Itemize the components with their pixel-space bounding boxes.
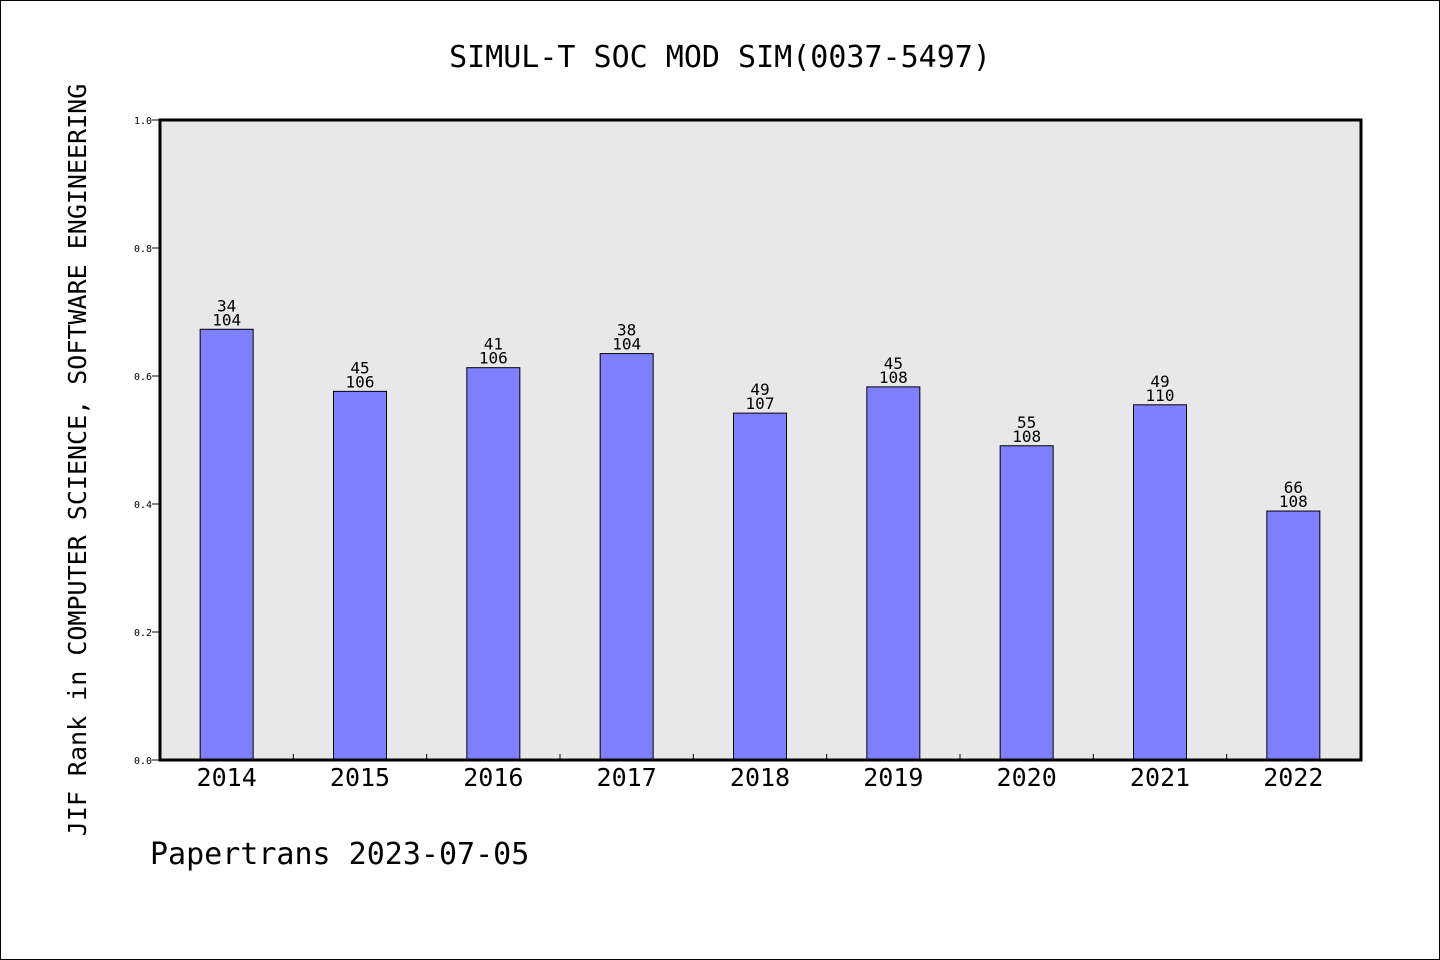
bar-total-label: 108 — [879, 368, 908, 387]
bars-group: 3410445106411063810449107451085510849110… — [199, 296, 1321, 761]
y-tick-label: 0.6 — [134, 372, 152, 383]
bar-total-label: 110 — [1146, 386, 1175, 405]
bar-2014 — [199, 328, 254, 761]
y-tick-label: 0.2 — [134, 628, 152, 639]
bar-2020 — [999, 445, 1054, 761]
bar-rank-label: 49 — [750, 380, 769, 399]
bar-rank-label: 34 — [217, 296, 236, 315]
bar-2018 — [733, 412, 787, 761]
bar-rank-label: 38 — [617, 321, 636, 340]
bar-2015 — [333, 390, 387, 761]
bar-rank-label: 45 — [884, 354, 903, 373]
plot-border — [158, 118, 1363, 762]
bar-total-label: 107 — [746, 394, 775, 413]
y-axis-label: JIF Rank in COMPUTER SCIENCE, SOFTWARE E… — [63, 84, 92, 837]
y-tick-label: 0.4 — [134, 500, 152, 511]
bar-total-label: 108 — [1279, 492, 1308, 511]
bar-rank-label: 45 — [350, 358, 369, 377]
bar-total-label: 106 — [479, 349, 508, 368]
bar-2017 — [599, 353, 654, 761]
bar-rank-label: 41 — [484, 335, 503, 354]
bar-total-label: 104 — [212, 310, 241, 329]
x-tick-label: 2015 — [330, 763, 390, 792]
x-tick-label: 2017 — [597, 763, 657, 792]
x-tick-label: 2014 — [197, 763, 257, 792]
bar-2022 — [1266, 510, 1321, 761]
bar-rank-label: 55 — [1017, 413, 1036, 432]
x-tick-label: 2016 — [463, 763, 523, 792]
bar-2016 — [466, 367, 521, 761]
bar-2019 — [866, 386, 921, 761]
x-tick-label: 2018 — [730, 763, 790, 792]
bar-total-label: 108 — [1012, 427, 1041, 446]
y-tick-label: 0.8 — [134, 244, 152, 255]
bar-total-label: 104 — [612, 335, 641, 354]
bar-2021 — [1133, 404, 1187, 761]
x-axis: 2014 2015 2016 2017 2018 2019 2020 2021 2022 — [197, 754, 1323, 792]
x-tick-label: 2021 — [1130, 763, 1190, 792]
chart-title: SIMUL-T SOC MOD SIM(0037-5497) — [449, 40, 991, 75]
y-tick-label: 0.0 — [134, 756, 152, 767]
footer-credit: Papertrans 2023-07-05 — [150, 837, 529, 872]
bar-rank-label: 66 — [1284, 478, 1303, 497]
x-tick-label: 2022 — [1263, 763, 1323, 792]
bar-total-label: 106 — [346, 372, 375, 391]
y-axis: 0.0 0.2 0.4 0.6 0.8 1.0 — [134, 116, 160, 767]
x-tick-label: 2020 — [997, 763, 1057, 792]
x-tick-label: 2019 — [863, 763, 923, 792]
bar-rank-label: 49 — [1150, 372, 1169, 391]
y-tick-label: 1.0 — [134, 116, 152, 127]
